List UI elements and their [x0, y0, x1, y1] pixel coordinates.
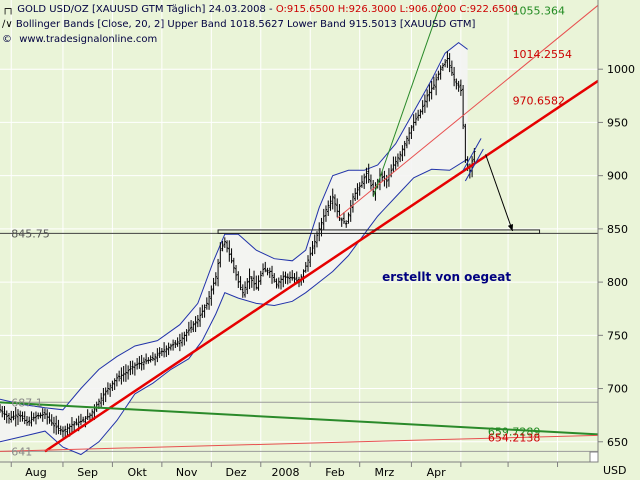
bollinger-fill [0, 42, 468, 455]
header-line-2: ∕∨ Bollinger Bands [Close, 20, 2] Upper … [2, 19, 475, 30]
trend-line-red-long [0, 434, 599, 452]
header-ohlc: O:915.6500 H:926.3000 L:906.0200 C:922.6… [276, 4, 518, 15]
x-tick-label: Mrz [375, 466, 395, 479]
header-title: GOLD USD/OZ [XAUUSD GTM Täglich] 24.03.2… [17, 4, 276, 15]
value-label: 1055.364 [513, 4, 566, 17]
target-rectangle [217, 229, 541, 234]
x-tick-label: Dez [226, 466, 247, 479]
channel-line [464, 148, 484, 182]
trend-line-green-long [0, 401, 599, 436]
trend-line-red-thin-upper [336, 4, 599, 219]
target-arrow-head [507, 224, 514, 231]
value-label: 970.6582 [513, 94, 566, 107]
copyright-icon: © [2, 34, 12, 45]
channel-line [462, 138, 482, 171]
x-tick-label: Feb [325, 466, 344, 479]
annotation-text: erstellt von oegeat [382, 270, 511, 284]
y-tick-label: 700 [607, 383, 628, 396]
bollinger-upper-line [0, 41, 468, 411]
y-tick-label: 1000 [607, 63, 635, 76]
bollinger-lower-line [0, 158, 468, 456]
header-bar-icon: ┌┐ [2, 4, 14, 15]
header-bollinger: Bollinger Bands [Close, 20, 2] Upper Ban… [16, 19, 476, 30]
scroll-corner[interactable] [589, 451, 599, 463]
header-line-1: ┌┐ GOLD USD/OZ [XAUUSD GTM Täglich] 24.0… [2, 4, 517, 15]
x-axis: Aug Sep Okt Nov Dez 2008 Feb Mrz Apr [10, 462, 559, 479]
price-series [0, 51, 476, 439]
header-website: www.tradesignalonline.com [19, 34, 157, 45]
value-label: 1014.2554 [513, 48, 573, 61]
bollinger-band [0, 41, 468, 456]
bollinger-icon: ∕∨ [2, 19, 13, 30]
value-label: 641 [11, 445, 32, 458]
y-axis-title: USD [603, 464, 627, 477]
grid [0, 0, 598, 462]
annotations [217, 138, 541, 234]
value-label: 845.75 [11, 227, 50, 240]
target-arrow-line [485, 154, 514, 232]
value-labels: 1055.364 1014.2554 970.6582 845.75 687.1 641 6… [11, 4, 572, 458]
x-tick-label: 2008 [272, 466, 300, 479]
trend-lines [0, 3, 599, 453]
x-tick-label: Nov [176, 466, 198, 479]
trend-line-red-support [44, 79, 599, 453]
header-line-3: © www.tradesignalonline.com [2, 34, 157, 45]
trend-line-green-upper [372, 3, 442, 198]
y-tick-label: 750 [607, 329, 628, 342]
x-tick-label: Okt [127, 466, 147, 479]
y-tick-label: 950 [607, 116, 628, 129]
x-tick-label: Aug [25, 466, 46, 479]
value-label: 659.7289 [488, 425, 541, 438]
y-tick-label: 850 [607, 223, 628, 236]
value-label: 654.2138 [488, 431, 541, 444]
y-axis: 650 700 750 800 850 900 950 1000 [598, 63, 635, 449]
x-tick-label: Apr [427, 466, 447, 479]
y-axis-panel [598, 0, 640, 480]
x-tick-label: Sep [77, 466, 98, 479]
y-tick-label: 800 [607, 276, 628, 289]
y-tick-label: 900 [607, 170, 628, 183]
x-axis-panel [0, 462, 598, 480]
value-label: 687.1 [11, 396, 43, 409]
y-tick-label: 650 [607, 436, 628, 449]
